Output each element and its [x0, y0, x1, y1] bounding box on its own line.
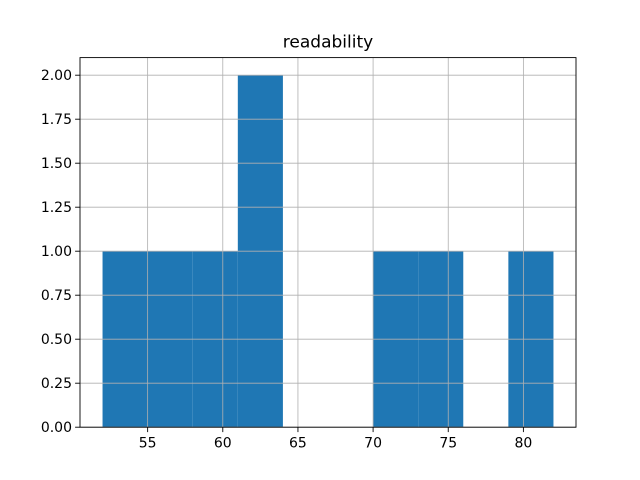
chart-title: readability	[283, 33, 373, 53]
y-tick-label: 1.25	[41, 200, 72, 216]
y-tick-label: 0.00	[41, 420, 72, 436]
y-tick-label: 1.75	[41, 112, 72, 128]
y-tick-label: 0.50	[41, 332, 72, 348]
x-tick-label: 75	[439, 436, 457, 452]
y-tick-label: 2.00	[41, 68, 72, 84]
x-tick-label: 55	[139, 436, 157, 452]
x-tick-label: 65	[289, 436, 307, 452]
axes-border	[79, 57, 577, 428]
x-tick-label: 70	[364, 436, 382, 452]
y-tick-label: 1.00	[41, 244, 72, 260]
y-tick-label: 0.25	[41, 376, 72, 392]
x-tick-label: 80	[514, 436, 532, 452]
y-tick-label: 0.75	[41, 288, 72, 304]
x-tick-label: 60	[214, 436, 232, 452]
y-tick-label: 1.50	[41, 156, 72, 172]
